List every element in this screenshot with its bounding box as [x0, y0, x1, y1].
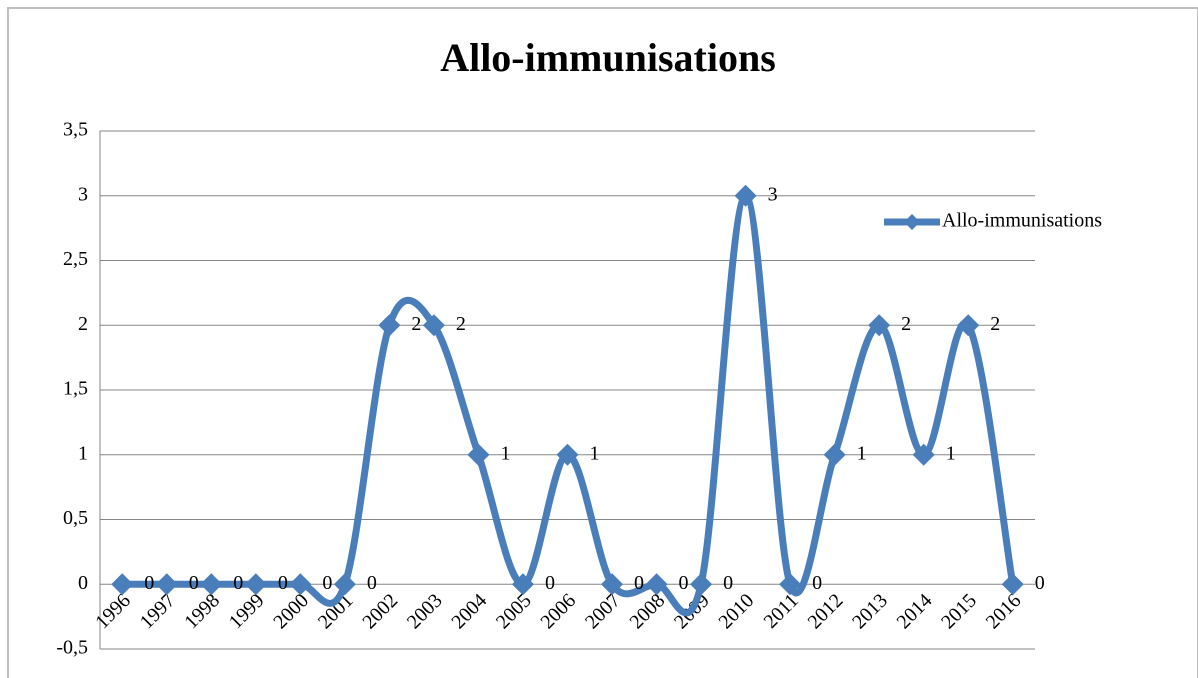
data-label: 2 [990, 313, 1000, 335]
y-tick-label: 1 [78, 442, 88, 464]
data-label: 0 [189, 572, 199, 594]
marker [912, 443, 935, 466]
data-label: 1 [590, 442, 600, 464]
data-label: 3 [768, 183, 778, 205]
marker [200, 573, 223, 596]
y-tick-label: 2 [78, 313, 88, 335]
data-label: 0 [1035, 572, 1045, 594]
marker [779, 573, 802, 596]
y-tick-label: 1,5 [63, 378, 88, 400]
y-tick-label: 0,5 [63, 507, 88, 529]
marker [422, 314, 445, 337]
marker [823, 443, 846, 466]
data-label: 0 [723, 572, 733, 594]
data-label: 1 [946, 442, 956, 464]
marker [333, 573, 356, 596]
y-tick-label: 3 [78, 183, 88, 205]
marker [155, 573, 178, 596]
marker [868, 314, 891, 337]
marker [1001, 573, 1024, 596]
marker [244, 573, 267, 596]
data-label: 2 [411, 313, 421, 335]
marker [957, 314, 980, 337]
marker [645, 573, 668, 596]
marker [467, 443, 490, 466]
marker [734, 184, 757, 207]
y-tick-label: 0 [78, 572, 88, 594]
y-tick-label: 3,5 [63, 119, 88, 141]
marker [378, 314, 401, 337]
data-label: 1 [500, 442, 510, 464]
marker [511, 573, 534, 596]
data-label: 2 [456, 313, 466, 335]
data-label: 0 [144, 572, 154, 594]
marker [690, 573, 713, 596]
marker [601, 573, 624, 596]
data-label: 2 [901, 313, 911, 335]
data-label: 1 [857, 442, 867, 464]
data-label: 0 [634, 572, 644, 594]
data-label: 0 [679, 572, 689, 594]
data-label: 0 [367, 572, 377, 594]
chart-frame [7, 7, 1198, 678]
data-label: 0 [278, 572, 288, 594]
marker [289, 573, 312, 596]
chart-title: Allo-immunisations [440, 35, 776, 80]
data-label: 0 [233, 572, 243, 594]
data-label: 0 [812, 572, 822, 594]
marker [111, 573, 134, 596]
data-label: 0 [322, 572, 332, 594]
legend-label: Allo-immunisations [942, 210, 1102, 232]
y-tick-label: -0,5 [56, 637, 88, 659]
marker [556, 443, 579, 466]
data-label: 0 [545, 572, 555, 594]
legend-marker [904, 214, 920, 230]
y-tick-label: 2,5 [63, 248, 88, 270]
